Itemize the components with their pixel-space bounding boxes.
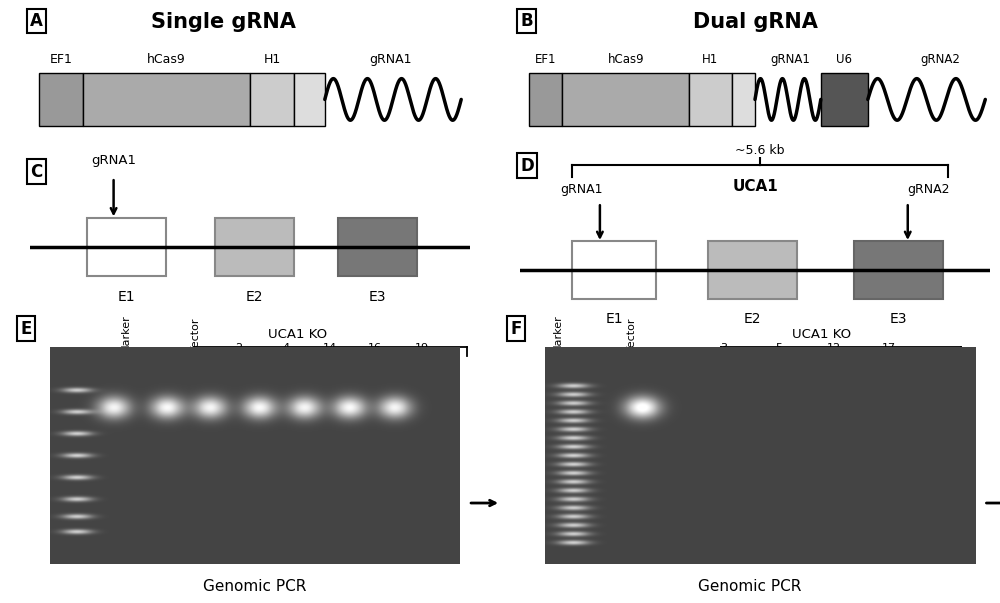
Text: 19: 19 <box>415 343 429 353</box>
Text: hCas9: hCas9 <box>607 53 644 66</box>
Text: gRNA1: gRNA1 <box>560 183 602 195</box>
Text: E1: E1 <box>118 290 136 304</box>
Text: gRNA2: gRNA2 <box>908 183 950 195</box>
Text: Single gRNA: Single gRNA <box>151 12 296 32</box>
Text: gRNA1: gRNA1 <box>370 53 412 66</box>
FancyBboxPatch shape <box>572 241 656 298</box>
Text: Genomic PCR: Genomic PCR <box>698 579 802 594</box>
FancyBboxPatch shape <box>294 73 325 126</box>
FancyBboxPatch shape <box>529 73 562 126</box>
Text: 17: 17 <box>882 343 896 353</box>
Text: U6: U6 <box>836 53 852 66</box>
FancyBboxPatch shape <box>732 73 755 126</box>
Text: A: A <box>30 12 43 30</box>
Text: Genomic PCR: Genomic PCR <box>203 579 307 594</box>
FancyBboxPatch shape <box>562 73 689 126</box>
Text: Marker: Marker <box>553 314 563 353</box>
Text: E3: E3 <box>369 290 386 304</box>
Text: 3: 3 <box>720 343 727 353</box>
Text: 4: 4 <box>282 343 289 353</box>
Text: 2: 2 <box>235 343 242 353</box>
Text: E2: E2 <box>744 312 761 326</box>
Text: 5: 5 <box>775 343 782 353</box>
FancyBboxPatch shape <box>250 73 294 126</box>
Text: EF1: EF1 <box>535 53 557 66</box>
FancyBboxPatch shape <box>87 218 166 276</box>
Text: F: F <box>510 320 521 338</box>
Text: UCA1 KO: UCA1 KO <box>792 328 852 341</box>
Text: E2: E2 <box>246 290 263 304</box>
Text: gRNA1: gRNA1 <box>770 53 810 66</box>
Text: E3: E3 <box>890 312 907 326</box>
Text: H1: H1 <box>702 53 718 66</box>
Text: C: C <box>30 163 42 181</box>
Text: gRNA2: gRNA2 <box>921 53 961 66</box>
FancyBboxPatch shape <box>708 241 797 298</box>
Text: B: B <box>520 12 533 30</box>
Text: UCA1 KO: UCA1 KO <box>268 328 327 341</box>
FancyBboxPatch shape <box>689 73 732 126</box>
Text: E: E <box>20 320 31 338</box>
FancyBboxPatch shape <box>854 241 943 298</box>
Text: 14: 14 <box>323 343 337 353</box>
FancyBboxPatch shape <box>39 73 83 126</box>
Text: 16: 16 <box>368 343 382 353</box>
FancyBboxPatch shape <box>821 73 868 126</box>
Text: Vector: Vector <box>627 317 637 353</box>
Text: Vector: Vector <box>191 317 201 353</box>
FancyBboxPatch shape <box>338 218 417 276</box>
Text: ~5.6 kb: ~5.6 kb <box>735 144 784 157</box>
FancyBboxPatch shape <box>83 73 250 126</box>
Text: H1: H1 <box>263 53 281 66</box>
Text: E1: E1 <box>605 312 623 326</box>
Text: hCas9: hCas9 <box>147 53 186 66</box>
Text: 12: 12 <box>827 343 841 353</box>
Text: Marker: Marker <box>121 314 131 353</box>
Text: EF1: EF1 <box>49 53 72 66</box>
Text: UCA1: UCA1 <box>732 179 778 194</box>
Text: D: D <box>520 157 534 175</box>
FancyBboxPatch shape <box>215 218 294 276</box>
Text: Dual gRNA: Dual gRNA <box>693 12 817 32</box>
Text: gRNA1: gRNA1 <box>91 154 136 167</box>
